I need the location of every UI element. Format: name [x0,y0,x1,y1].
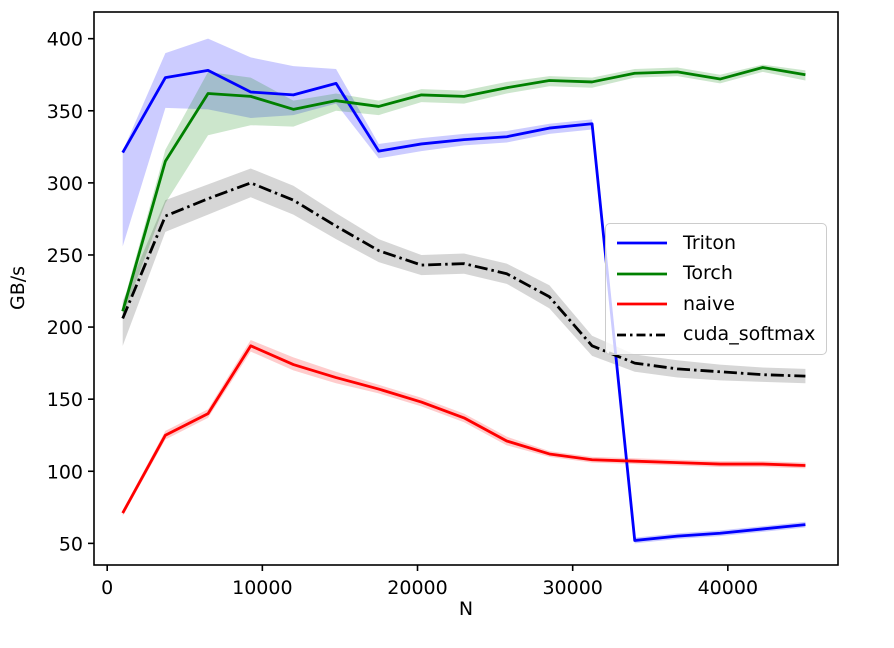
triton-line [121,69,806,542]
y-tick-label: 250 [47,245,83,267]
legend-label-naive: naive [683,292,735,315]
x-tick-label: 30000 [542,577,602,599]
y-tick-label: 350 [47,101,83,123]
y-tick-label: 200 [47,317,83,339]
axes-frame [93,11,839,566]
y-tick-label: 150 [47,389,83,411]
torch-legend-line [617,272,667,276]
x-tick-label: 40000 [698,577,758,599]
legend-item-cuda-softmax: cuda_softmax [616,321,818,349]
torch-line [121,66,806,312]
cuda-softmax-legend-line [617,333,667,337]
x-tick-label: 0 [101,577,113,599]
legend-label-torch: Torch [683,262,733,285]
legend-swatch-torch [616,270,668,278]
y-tick-label: 100 [47,461,83,483]
legend-label-triton: Triton [683,231,737,254]
y-tick-label: 300 [47,173,83,195]
legend-item-torch: Torch [616,260,818,288]
legend-label-cuda-softmax: cuda_softmax [683,323,816,346]
naive-line [121,344,806,514]
legend-swatch-triton [616,239,668,247]
legend-item-naive: naive [616,290,818,318]
legend: Triton Torch naive cuda_softmax [605,223,827,355]
legend-swatch-cuda-softmax [616,331,668,339]
x-tick-label: 20000 [387,577,447,599]
x-axis-label: N [458,598,474,620]
y-tick-label: 50 [59,533,83,555]
x-tick-label: 10000 [232,577,292,599]
triton-legend-line [617,241,667,245]
legend-item-triton: Triton [616,229,818,257]
naive-legend-line [617,302,667,306]
legend-swatch-naive [616,300,668,308]
cuda-softmax-line [121,181,806,378]
y-axis-label: GB/s [7,265,29,311]
y-tick-label: 400 [47,29,83,51]
